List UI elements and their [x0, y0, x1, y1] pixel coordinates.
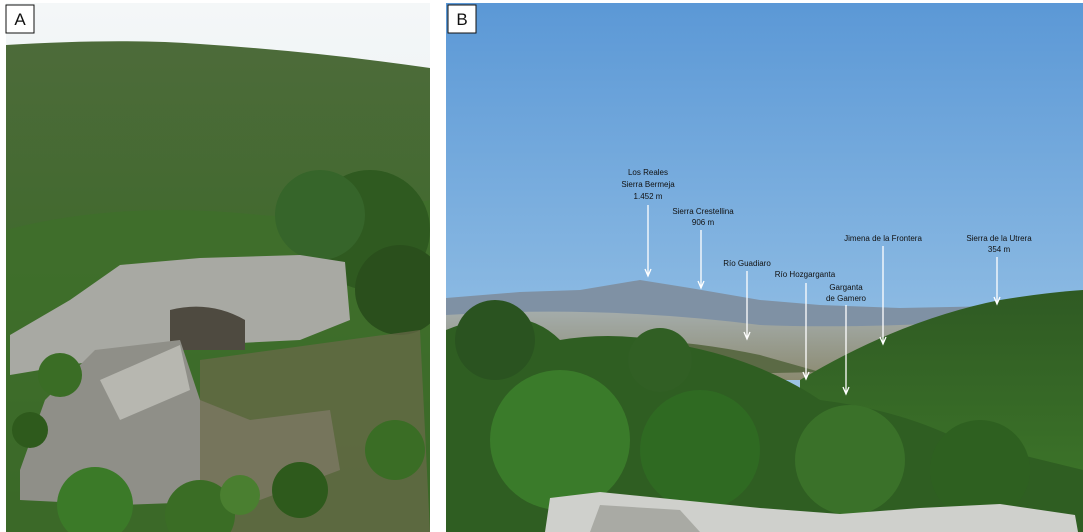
photo-a [6, 3, 445, 532]
annotation: Sierra Bermeja [621, 180, 675, 189]
figure: Los Reales Sierra Bermeja 1.452 m Sierra… [0, 0, 1083, 532]
annotation: de Gamero [826, 294, 867, 303]
annotation: Sierra de la Utrera [966, 234, 1032, 243]
annotation: Jimena de la Frontera [844, 234, 922, 243]
annotation: Sierra Crestellina [672, 207, 734, 216]
annotation: Garganta [829, 283, 863, 292]
panel-label: B [456, 10, 467, 29]
annotation: 906 m [692, 218, 715, 227]
annotation: 354 m [988, 245, 1011, 254]
annotation: Río Hozgarganta [775, 270, 836, 279]
annotation: Río Guadiaro [723, 259, 771, 268]
annotation: Los Reales [628, 168, 668, 177]
panel-label: A [14, 10, 26, 29]
annotation: 1.452 m [634, 192, 663, 201]
